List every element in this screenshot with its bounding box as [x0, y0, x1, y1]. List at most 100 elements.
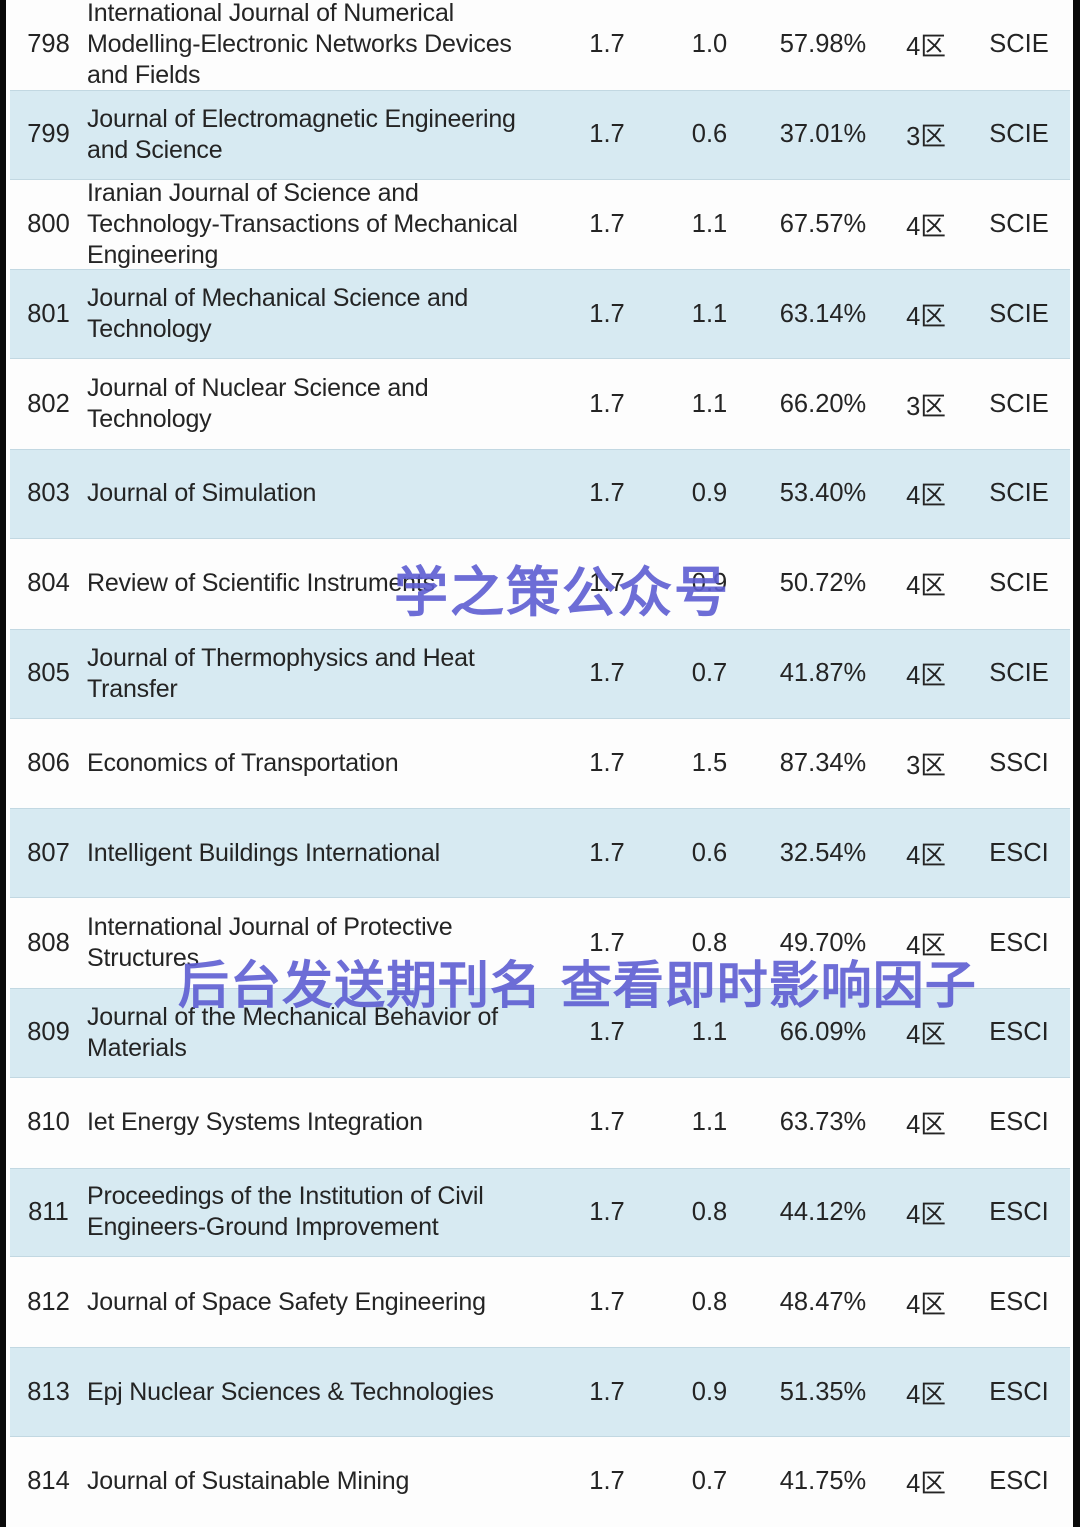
journal-name-cell: Journal of Simulation [87, 479, 317, 508]
rank-cell: 803 [27, 479, 70, 508]
impact-factor-cell: 1.7 [589, 659, 625, 688]
jcr-zone-cell: 4区 [906, 931, 946, 960]
journal-name-cell: Journal of the Mechanical Behavior of Ma… [87, 1002, 498, 1062]
percentile-cell: 66.09% [779, 1018, 867, 1047]
table-row: 810 Iet Energy Systems Integration 1.7 1.1 6… [10, 1077, 1070, 1168]
table-row: 804 Review of Scientific Instruments 1.7 0.… [10, 538, 1070, 629]
impact-factor-cell: 1.7 [589, 479, 625, 508]
index-database-cell: ESCI [989, 1377, 1049, 1406]
jcr-zone-cell: 4区 [906, 33, 946, 62]
rank-cell: 814 [27, 1467, 70, 1496]
secondary-metric-cell: 0.9 [691, 1377, 728, 1406]
percentile-cell: 50.72% [779, 569, 867, 598]
rank-cell: 813 [27, 1377, 70, 1406]
impact-factor-cell: 1.7 [589, 1377, 625, 1406]
secondary-metric-cell: 1.1 [691, 1018, 728, 1047]
impact-factor-cell: 1.7 [589, 838, 625, 867]
impact-factor-cell: 1.7 [589, 1018, 625, 1047]
journal-name-cell: Review of Scientific Instruments [87, 569, 435, 598]
journal-name-cell: Intelligent Buildings International [87, 838, 440, 867]
index-database-cell: SCIE [989, 479, 1049, 508]
impact-factor-cell: 1.7 [589, 748, 625, 777]
impact-factor-cell: 1.7 [589, 389, 625, 418]
jcr-zone-cell: 4区 [906, 482, 946, 511]
index-database-cell: ESCI [989, 1108, 1049, 1137]
journal-name-cell: Journal of Thermophysics and Heat Transf… [87, 643, 475, 703]
secondary-metric-cell: 0.9 [691, 479, 728, 508]
watermark-promo-text: 后台发送期刊名 查看即时影响因子 [178, 956, 977, 1016]
rank-cell: 807 [27, 838, 70, 867]
table-row: 798 International Journal of Numerical Mo… [10, 0, 1070, 90]
index-database-cell: SCIE [989, 569, 1049, 598]
percentile-cell: 53.40% [779, 479, 867, 508]
index-database-cell: ESCI [989, 1018, 1049, 1047]
table-row: 809 Journal of the Mechanical Behavior of… [10, 987, 1070, 1078]
page-left-border [0, 0, 6, 1527]
journal-name-cell: Journal of Mechanical Science and Techno… [87, 284, 469, 344]
index-database-cell: SCIE [989, 210, 1049, 239]
rank-cell: 802 [27, 389, 70, 418]
table-row: 801 Journal of Mechanical Science and Tec… [10, 269, 1070, 360]
jcr-zone-cell: 4区 [906, 1470, 946, 1499]
percentile-cell: 37.01% [779, 120, 867, 149]
jcr-zone-cell: 4区 [906, 213, 946, 242]
percentile-cell: 41.75% [779, 1467, 867, 1496]
rank-cell: 805 [27, 659, 70, 688]
journal-impact-factor-table: 798 International Journal of Numerical Mo… [10, 0, 1070, 1527]
journal-name-cell: Journal of Space Safety Engineering [87, 1287, 486, 1316]
table-row: 812 Journal of Space Safety Engineering 1.… [10, 1257, 1070, 1348]
jcr-zone-cell: 4区 [906, 572, 946, 601]
rank-cell: 810 [27, 1108, 70, 1137]
index-database-cell: ESCI [989, 1467, 1049, 1496]
secondary-metric-cell: 0.6 [691, 120, 728, 149]
journal-name-cell: Iet Energy Systems Integration [87, 1108, 423, 1137]
secondary-metric-cell: 0.7 [691, 1467, 728, 1496]
journal-name-cell: Iranian Journal of Science and Technolog… [87, 179, 518, 270]
index-database-cell: ESCI [989, 928, 1049, 957]
percentile-cell: 87.34% [779, 748, 867, 777]
rank-cell: 811 [28, 1197, 69, 1226]
secondary-metric-cell: 1.1 [691, 1108, 728, 1137]
secondary-metric-cell: 0.6 [691, 838, 728, 867]
secondary-metric-cell: 0.8 [691, 1287, 728, 1316]
index-database-cell: SCIE [989, 659, 1049, 688]
index-database-cell: SCIE [989, 389, 1049, 418]
table-row: 803 Journal of Simulation 1.7 0.9 53.40% 4区 SC… [10, 449, 1070, 539]
secondary-metric-cell: 1.1 [691, 389, 728, 418]
index-database-cell: SCIE [989, 30, 1049, 59]
impact-factor-cell: 1.7 [589, 120, 625, 149]
percentile-cell: 67.57% [779, 210, 867, 239]
rank-cell: 800 [27, 210, 70, 239]
index-database-cell: ESCI [989, 838, 1049, 867]
index-database-cell: SSCI [989, 748, 1049, 777]
table-row: 800 Iranian Journal of Science and Techno… [10, 179, 1070, 270]
impact-factor-cell: 1.7 [589, 928, 625, 957]
rank-cell: 808 [27, 928, 70, 957]
jcr-zone-cell: 4区 [906, 1290, 946, 1319]
index-database-cell: ESCI [989, 1197, 1049, 1226]
journal-name-cell: Journal of Sustainable Mining [87, 1467, 410, 1496]
jcr-zone-cell: 4区 [906, 302, 946, 331]
jcr-zone-cell: 4区 [906, 1021, 946, 1050]
jcr-zone-cell: 3区 [906, 751, 946, 780]
rank-cell: 801 [27, 299, 70, 328]
table-row: 811 Proceedings of the Institution of Civ… [10, 1167, 1070, 1258]
table-row: 808 International Journal of Protective S… [10, 898, 1070, 988]
percentile-cell: 63.14% [779, 299, 867, 328]
percentile-cell: 66.20% [779, 389, 867, 418]
journal-name-cell: Journal of Nuclear Science and Technolog… [87, 374, 429, 434]
percentile-cell: 57.98% [779, 30, 867, 59]
index-database-cell: SCIE [989, 120, 1049, 149]
percentile-cell: 32.54% [779, 838, 867, 867]
index-database-cell: ESCI [989, 1287, 1049, 1316]
jcr-zone-cell: 3区 [906, 392, 946, 421]
journal-name-cell: International Journal of Protective Stru… [87, 913, 453, 973]
table-row: 802 Journal of Nuclear Science and Techno… [10, 359, 1070, 450]
rank-cell: 809 [27, 1018, 70, 1047]
percentile-cell: 63.73% [779, 1108, 867, 1137]
jcr-zone-cell: 3区 [906, 123, 946, 152]
secondary-metric-cell: 1.1 [691, 210, 728, 239]
secondary-metric-cell: 1.1 [691, 299, 728, 328]
impact-factor-cell: 1.7 [589, 1197, 625, 1226]
rank-cell: 806 [27, 748, 70, 777]
